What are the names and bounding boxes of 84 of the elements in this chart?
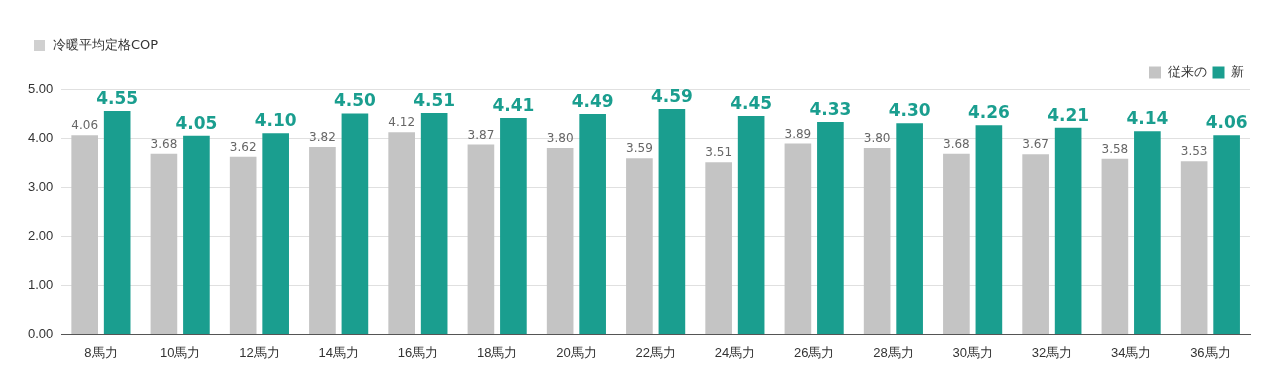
data-label: 3.67 bbox=[1022, 137, 1049, 152]
x-tick-label: 32馬力 bbox=[1031, 344, 1073, 360]
data-label: 4.50 bbox=[333, 90, 377, 111]
bar bbox=[420, 113, 448, 334]
bar bbox=[975, 125, 1003, 334]
legend-label: 従来の bbox=[1167, 63, 1207, 79]
data-label: 4.06 bbox=[71, 118, 99, 133]
bar bbox=[467, 144, 495, 334]
bar bbox=[229, 156, 257, 334]
legend-label: 新 bbox=[1231, 63, 1244, 79]
bar bbox=[817, 121, 844, 334]
bar bbox=[150, 153, 178, 334]
data-label: 4.10 bbox=[254, 110, 297, 131]
bar bbox=[1022, 154, 1049, 334]
data-label: 4.05 bbox=[175, 112, 218, 133]
data-label: 3.51 bbox=[705, 145, 733, 160]
x-tick-label: 18馬力 bbox=[476, 344, 518, 360]
data-label: 4.21 bbox=[1047, 104, 1090, 125]
bar bbox=[626, 158, 653, 334]
data-label: 4.51 bbox=[413, 89, 456, 110]
x-tick-label: 30馬力 bbox=[952, 344, 993, 360]
bar bbox=[262, 133, 289, 334]
y-tick-label: 3.00 bbox=[27, 178, 54, 194]
x-tick-label: 22馬力 bbox=[635, 344, 676, 360]
data-label: 3.58 bbox=[1101, 141, 1129, 156]
data-label: 3.82 bbox=[309, 130, 336, 145]
bar bbox=[737, 115, 765, 334]
x-tick-label: 8馬力 bbox=[84, 344, 118, 360]
bar bbox=[388, 132, 415, 334]
data-label: 3.62 bbox=[229, 139, 257, 154]
bar bbox=[943, 153, 970, 334]
bar bbox=[1054, 127, 1082, 334]
y-tick-label: 0.00 bbox=[27, 325, 54, 341]
data-label: 3.59 bbox=[626, 141, 653, 156]
data-label: 3.87 bbox=[467, 127, 495, 142]
data-label: 3.80 bbox=[546, 131, 574, 146]
data-label: 4.26 bbox=[967, 102, 1010, 123]
bar bbox=[896, 123, 923, 334]
bar bbox=[1213, 135, 1240, 334]
x-tick-label: 20馬力 bbox=[556, 344, 597, 360]
data-label: 3.53 bbox=[1180, 144, 1208, 159]
data-label: 4.45 bbox=[730, 92, 773, 113]
data-label: 4.30 bbox=[888, 100, 931, 121]
data-label: 4.33 bbox=[809, 98, 852, 119]
bar bbox=[863, 147, 891, 334]
data-label: 4.55 bbox=[96, 88, 139, 109]
y-tick-label: 1.00 bbox=[27, 276, 54, 292]
x-tick-label: 36馬力 bbox=[1190, 344, 1231, 360]
bar bbox=[500, 117, 527, 334]
y-tick-label: 4.00 bbox=[27, 129, 54, 145]
bar bbox=[1101, 158, 1129, 334]
bar bbox=[309, 146, 336, 334]
x-tick-label: 26馬力 bbox=[793, 344, 835, 360]
bar bbox=[579, 114, 606, 334]
data-label: 4.14 bbox=[1126, 108, 1169, 129]
x-tick-label: 14馬力 bbox=[318, 344, 359, 360]
y-tick-label: 2.00 bbox=[27, 227, 54, 243]
x-tick-label: 16馬力 bbox=[397, 344, 439, 360]
bar bbox=[341, 113, 369, 334]
x-tick-label: 24馬力 bbox=[714, 344, 756, 360]
y-axis-title: 冷暖平均定格COP bbox=[53, 36, 159, 54]
y-tick-label: 5.00 bbox=[27, 80, 54, 96]
x-tick-label: 34馬力 bbox=[1110, 344, 1152, 360]
bar bbox=[183, 135, 210, 334]
bar bbox=[705, 162, 732, 334]
x-tick-label: 28馬力 bbox=[873, 344, 914, 360]
bar bbox=[546, 147, 574, 334]
x-tick-label: 10馬力 bbox=[159, 344, 201, 360]
data-label: 4.59 bbox=[650, 86, 693, 107]
bar bbox=[71, 135, 98, 334]
data-label: 3.68 bbox=[150, 136, 178, 151]
bar bbox=[103, 111, 131, 334]
data-label: 3.80 bbox=[863, 131, 891, 146]
data-label: 4.41 bbox=[492, 94, 535, 115]
bar bbox=[1134, 131, 1161, 334]
data-label: 4.12 bbox=[388, 115, 416, 130]
x-tick-label: 12馬力 bbox=[239, 344, 280, 360]
bar bbox=[658, 109, 686, 334]
data-label: 3.68 bbox=[943, 136, 970, 151]
data-label: 4.06 bbox=[1205, 112, 1248, 133]
data-label: 4.49 bbox=[571, 90, 614, 111]
data-label: 3.89 bbox=[784, 126, 812, 141]
bar bbox=[1180, 161, 1208, 334]
bar bbox=[784, 143, 812, 334]
